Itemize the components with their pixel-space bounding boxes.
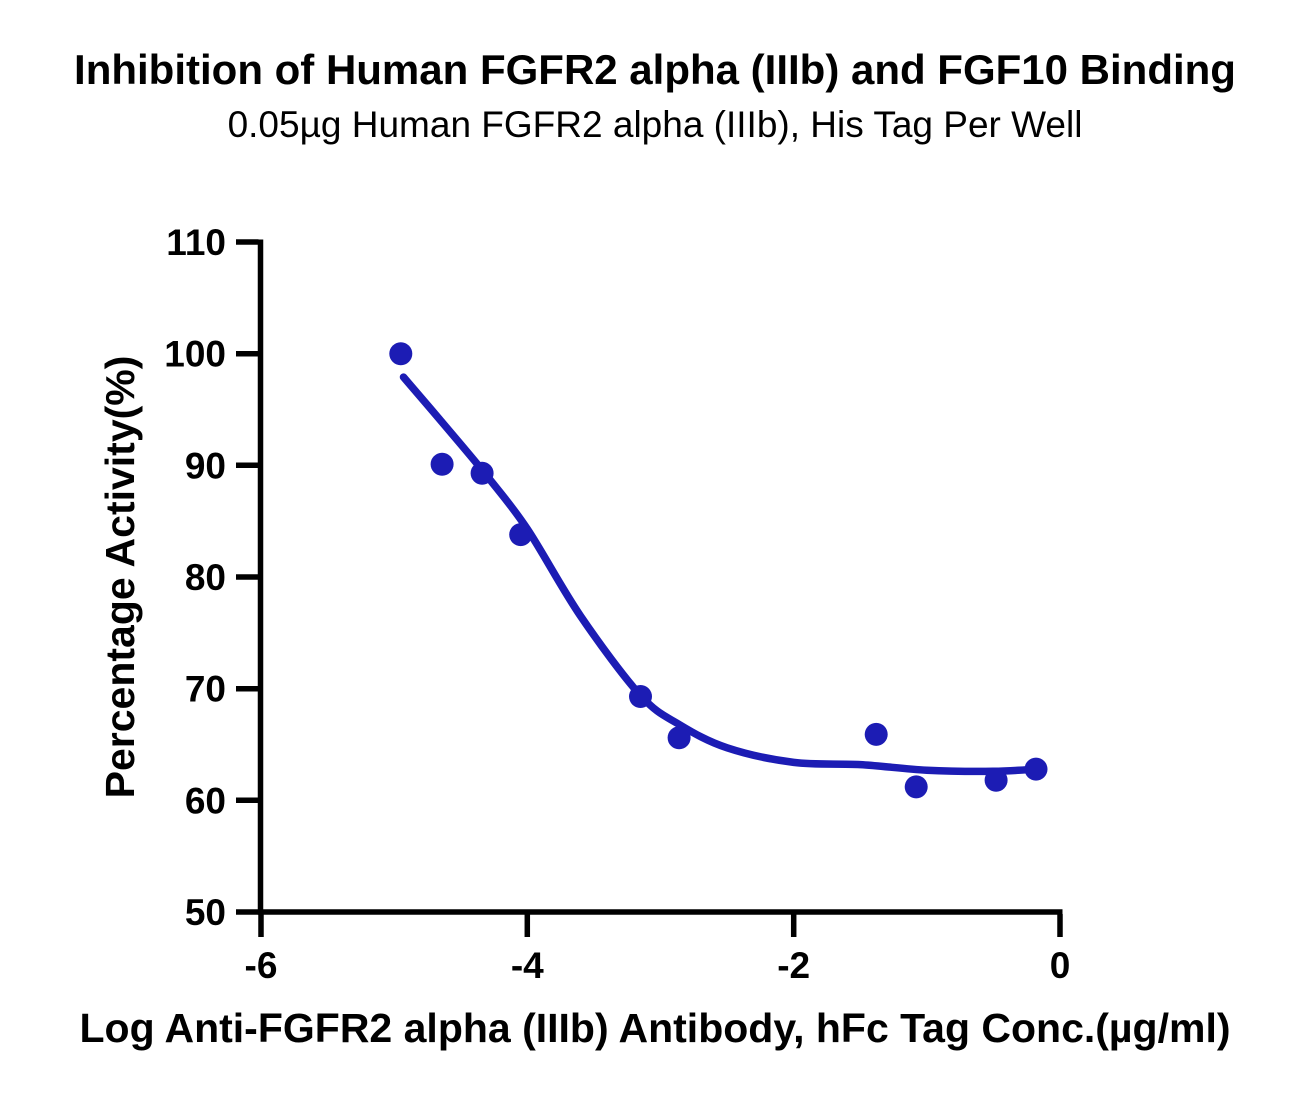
y-tick-label: 80 [185,557,226,598]
data-point [667,726,691,750]
axis-tick-labels: 110 100 90 80 70 60 50 -6 -4 -2 0 [164,222,1070,986]
y-axis-title: Percentage Activity(%) [97,356,143,799]
chart-title: Inhibition of Human FGFR2 alpha (IIIb) a… [74,46,1236,93]
x-tick-label: -4 [511,945,544,986]
x-axis-title: Log Anti-FGFR2 alpha (IIIb) Antibody, hF… [79,1005,1230,1051]
x-tick-label: -2 [777,945,810,986]
data-point [470,461,494,485]
data-point [389,342,413,366]
y-tick-label: 90 [185,445,226,486]
chart-subtitle: 0.05µg Human FGFR2 alpha (IIIb), His Tag… [228,104,1083,145]
y-tick-label: 110 [166,222,226,263]
data-point [904,775,928,799]
axis-ticks [236,239,1063,937]
x-tick-label: -6 [245,945,278,986]
data-point [430,452,454,476]
data-point [1024,757,1048,781]
y-tick-label: 70 [185,669,226,710]
y-tick-label: 100 [164,334,226,375]
data-point [984,768,1008,792]
y-tick-label: 60 [185,780,226,821]
fit-curve [399,373,1040,776]
data-point [629,685,652,708]
data-points [389,342,1048,799]
y-tick-label: 50 [185,892,226,933]
x-tick-label: 0 [1050,945,1071,986]
data-point [509,523,533,547]
axes-frame [257,239,1063,915]
data-point [864,722,888,746]
